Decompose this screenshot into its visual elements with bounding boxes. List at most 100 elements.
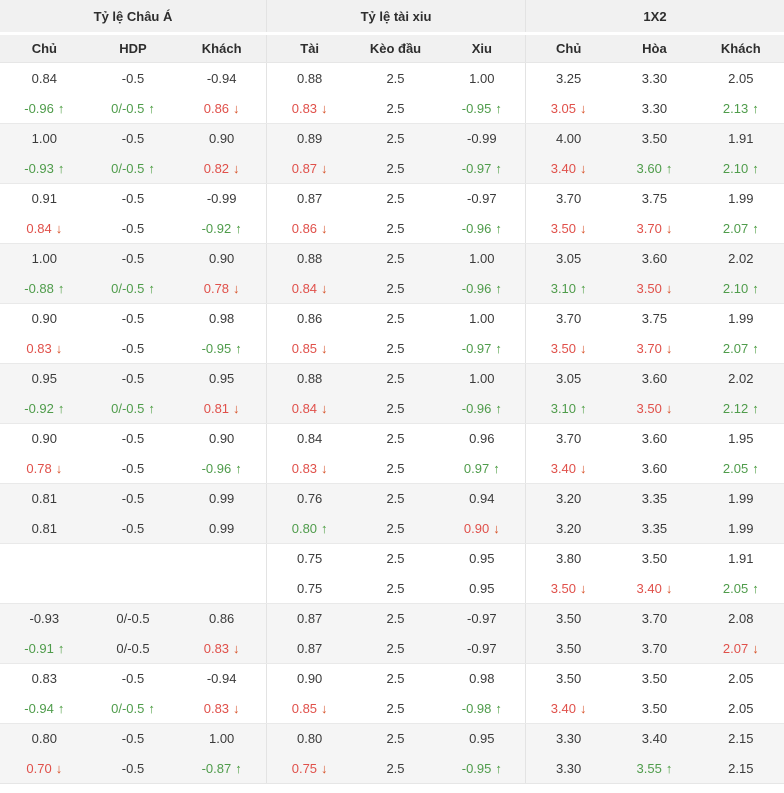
odds-value: 2.5 [386,191,405,206]
odds-cell: 0.86 ↓ [177,93,266,123]
odds-cell: 2.02 [698,364,784,393]
odds-value: 3.20 [555,520,582,536]
odds-value: 0.83 [203,700,230,716]
odds-cell: 1.99 [698,184,784,213]
odds-value: 2.05 [722,580,749,596]
odds-value: 2.5 [386,460,405,476]
odds-cell: 0.81 [0,513,89,543]
odds-value: -0.94 [206,70,237,86]
odds-value: 3.70 [555,311,582,326]
odds-cell: 0.90 [0,304,89,333]
odds-value: 3.70 [636,220,662,236]
odds-cell: -0.96 ↑ [439,393,525,423]
odds-value: 0.81 [203,400,230,416]
odds-cell: 3.55 ↑ [611,753,697,783]
odds-cell: 0.95 [177,364,266,393]
odds-cell: 3.70 ↓ [611,333,697,363]
odds-value: 2.5 [386,160,405,176]
table-bottom-border [0,783,784,784]
odds-value: 0.78 [26,460,52,476]
odds-cell: -0.5 [89,244,178,273]
table-row: -0.93 ↑ 0/-0.5 ↑ 0.82 ↓ 0.87 ↓ 2.5 -0.97 ↑ 3.40 ↓ 3.6… [0,153,784,183]
odds-value: -0.97 [461,340,492,356]
down-arrow-icon: ↓ [580,460,587,476]
odds-cell: 2.5 [352,573,438,603]
odds-value: 2.15 [728,731,754,746]
odds-value: 2.05 [728,70,754,86]
odds-value: 0.95 [208,371,235,386]
odds-value: 0/-0.5 [111,100,145,116]
odds-value: 3.55 [636,760,662,776]
odds-cell: 2.5 [352,93,438,123]
odds-cell: 0.84 ↓ [0,213,89,243]
odds-cell: 3.75 [611,184,697,213]
odds-value: 2.5 [386,400,405,416]
odds-cell: 3.50 ↓ [524,333,611,363]
odds-cell: 3.50 [611,664,697,693]
odds-value: 3.70 [641,640,668,656]
col-header-over: Tài [265,35,352,62]
odds-cell: 0/-0.5 ↑ [89,393,178,423]
odds-cell: 0.95 [439,724,525,753]
odds-value: -0.97 [466,611,497,626]
odds-cell: 2.02 [698,244,784,273]
odds-cell: 3.50 [611,124,697,153]
odds-value: 3.50 [636,400,662,416]
odds-cell: 3.30 [524,724,611,753]
odds-cell [89,544,178,573]
odds-value: 0.83 [31,671,57,686]
odds-cell: 1.00 [0,124,89,153]
odds-cell: 2.5 [352,424,438,453]
odds-cell: 0.86 ↓ [265,213,352,243]
odds-value: -0.93 [29,611,60,626]
odds-cell: 0.82 ↓ [177,153,266,183]
odds-value: 0.85 [291,700,318,716]
odds-value: 2.15 [728,760,754,776]
odds-value: 0.82 [203,160,230,176]
odds-cell: 0.88 [265,63,352,93]
odds-value: 1.00 [469,70,495,86]
odds-cell: 1.91 [698,544,784,573]
odds-cell: 0.95 [439,544,525,573]
up-arrow-icon: ↑ [495,340,502,356]
odds-cell: -0.5 [89,484,178,513]
up-arrow-icon: ↑ [495,760,502,776]
odds-value: 1.00 [208,731,235,746]
odds-cell: 0/-0.5 ↑ [89,93,178,123]
odds-value: 0.81 [31,520,57,536]
odds-value: 1.99 [728,491,754,506]
odds-cell: 2.5 [352,304,438,333]
odds-value: 0/-0.5 [116,640,150,656]
odds-value: 3.35 [641,491,668,506]
odds-value: 3.40 [550,700,577,716]
odds-value: 0.84 [26,220,52,236]
odds-value: 0.84 [296,431,323,446]
odds-cell: 3.05 ↓ [524,93,611,123]
odds-cell: -0.92 ↑ [0,393,89,423]
odds-value: 0.86 [203,100,230,116]
odds-cell: -0.97 [439,604,525,633]
table-row: 0.90 -0.5 0.98 0.86 2.5 1.00 3.70 3.75 1.99 [0,303,784,333]
up-arrow-icon: ↑ [752,160,759,176]
odds-cell: 1.00 [439,304,525,333]
odds-value: 2.05 [728,671,754,686]
odds-value: 2.10 [722,160,749,176]
odds-value: 1.00 [31,131,57,146]
odds-value: 2.02 [728,371,754,386]
odds-value: -0.5 [121,340,145,356]
odds-cell: -0.5 [89,333,178,363]
odds-cell: 3.30 [611,93,697,123]
odds-value: 0.86 [296,311,323,326]
odds-cell: 0.94 [439,484,525,513]
odds-cell: 0.88 [265,244,352,273]
odds-value: 3.50 [550,580,577,596]
odds-value: -0.5 [121,220,145,236]
odds-cell: 3.25 [524,63,611,93]
odds-value: 3.05 [555,251,582,266]
odds-cell: 0.91 [0,184,89,213]
down-arrow-icon: ↓ [580,100,587,116]
odds-cell: 3.40 ↓ [611,573,697,603]
table-row: 0.84 -0.5 -0.94 0.88 2.5 1.00 3.25 3.30 2.05 [0,63,784,93]
odds-value: 3.70 [555,191,582,206]
